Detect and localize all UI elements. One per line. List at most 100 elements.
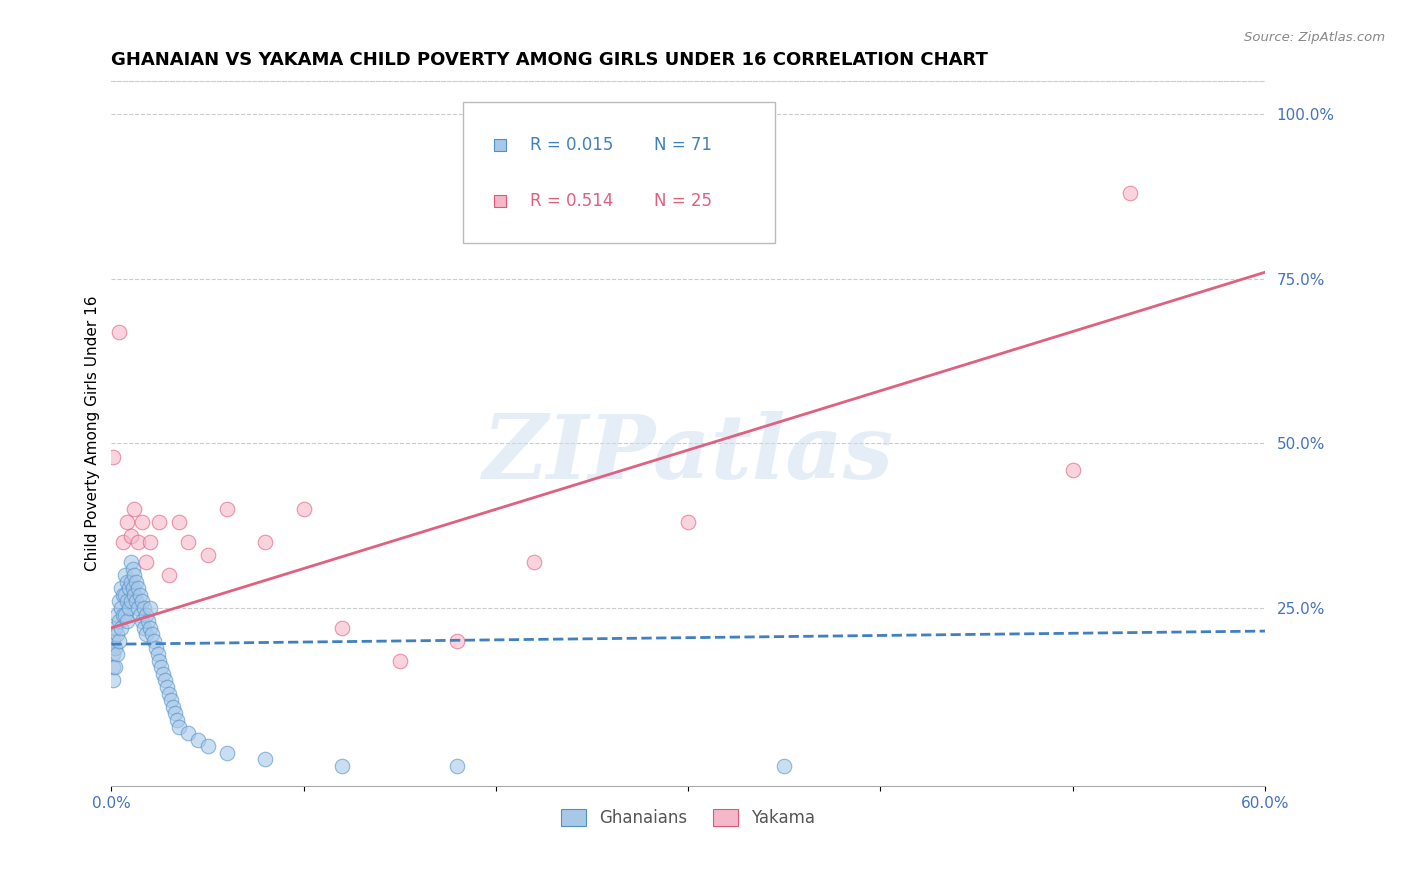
Point (103, 673, 125, 688)
Point (141, 627, 163, 641)
Point (157, 568, 180, 582)
Point (166, 713, 188, 727)
Point (127, 582, 149, 596)
Point (676, 516, 699, 530)
Point (111, 535, 134, 549)
Point (136, 614, 159, 628)
Point (108, 614, 131, 628)
Point (148, 516, 170, 530)
Point (115, 516, 138, 530)
Point (120, 528, 142, 542)
Point (748, 167, 770, 181)
Text: ZIPatlas: ZIPatlas (482, 411, 894, 498)
Point (125, 594, 148, 608)
Point (139, 621, 162, 635)
Point (104, 621, 127, 635)
Legend: Ghanaians, Yakama: Ghanaians, Yakama (554, 802, 821, 834)
Point (197, 549, 219, 563)
Point (124, 502, 146, 516)
Point (129, 588, 152, 602)
Point (129, 607, 152, 622)
Point (748, 219, 770, 233)
Text: Source: ZipAtlas.com: Source: ZipAtlas.com (1244, 31, 1385, 45)
Point (167, 516, 190, 530)
Point (105, 627, 128, 641)
Point (103, 660, 125, 674)
Point (104, 640, 127, 655)
Point (110, 601, 132, 615)
Point (142, 634, 165, 648)
Point (108, 594, 131, 608)
Point (135, 555, 157, 569)
Point (108, 634, 131, 648)
Point (160, 693, 183, 707)
Point (292, 502, 315, 516)
Point (330, 759, 353, 773)
Text: GHANAIAN VS YAKAMA CHILD POVERTY AMONG GIRLS UNDER 16 CORRELATION CHART: GHANAIAN VS YAKAMA CHILD POVERTY AMONG G… (111, 51, 988, 69)
Point (177, 535, 200, 549)
Point (121, 561, 143, 575)
Y-axis label: Child Poverty Among Girls Under 16: Child Poverty Among Girls Under 16 (86, 296, 100, 571)
Point (152, 666, 174, 681)
Point (114, 607, 136, 622)
Point (104, 660, 127, 674)
Point (111, 588, 134, 602)
Point (157, 687, 180, 701)
Text: R = 0.015: R = 0.015 (530, 136, 613, 154)
Point (215, 502, 238, 516)
FancyBboxPatch shape (463, 103, 775, 244)
Point (150, 660, 173, 674)
Point (127, 535, 149, 549)
Point (132, 621, 155, 635)
Point (162, 699, 184, 714)
Point (156, 680, 179, 694)
Point (114, 568, 136, 582)
Point (135, 607, 157, 622)
Point (254, 752, 277, 766)
Point (118, 601, 141, 615)
Point (125, 574, 148, 589)
Point (111, 607, 134, 622)
Point (115, 614, 138, 628)
Point (446, 634, 468, 648)
Point (105, 607, 128, 622)
Point (773, 759, 796, 773)
Point (215, 746, 238, 760)
Text: N = 25: N = 25 (654, 192, 711, 210)
Point (103, 634, 125, 648)
Point (120, 555, 142, 569)
Point (1062, 463, 1084, 477)
Point (103, 647, 125, 661)
Point (124, 588, 146, 602)
Point (187, 732, 209, 747)
Point (139, 601, 162, 615)
Point (523, 555, 546, 569)
Point (120, 594, 142, 608)
Text: N = 71: N = 71 (654, 136, 711, 154)
Point (145, 640, 167, 655)
Point (167, 720, 190, 734)
Point (121, 582, 143, 596)
Point (1119, 186, 1142, 201)
Point (132, 601, 155, 615)
Point (446, 759, 468, 773)
Point (388, 654, 411, 668)
Point (118, 582, 141, 596)
Point (114, 588, 136, 602)
Point (115, 594, 138, 608)
Point (103, 450, 125, 464)
Point (148, 654, 170, 668)
Point (139, 535, 162, 549)
Point (254, 535, 277, 549)
Point (124, 568, 146, 582)
Point (155, 673, 177, 688)
Point (163, 706, 186, 721)
Point (146, 647, 169, 661)
Point (131, 614, 153, 628)
Point (115, 574, 138, 589)
Point (131, 594, 153, 608)
Point (110, 582, 132, 596)
Point (197, 739, 219, 754)
Point (108, 325, 131, 339)
Point (330, 621, 353, 635)
